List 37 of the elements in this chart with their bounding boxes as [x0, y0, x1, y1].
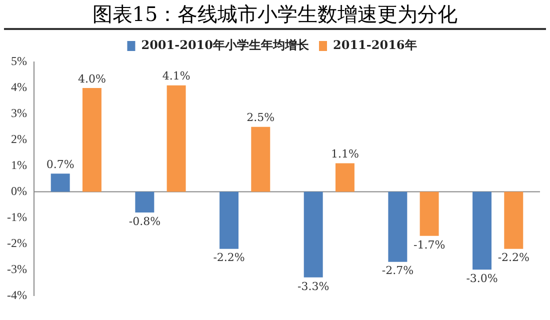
y-tick-label: 2% [10, 132, 27, 146]
bar [50, 174, 70, 192]
bar [304, 192, 323, 278]
data-label: 1.1% [331, 148, 359, 161]
legend-label: 2011-2016年 [333, 38, 417, 52]
bar [135, 192, 154, 213]
bar [335, 163, 354, 192]
legend-label: 2001-2010年小学生年均增长 [141, 38, 310, 52]
bar [420, 192, 439, 236]
data-label: -2.2% [213, 251, 245, 264]
bar [472, 192, 492, 270]
data-label: 2.5% [246, 111, 275, 124]
bar [251, 126, 270, 192]
y-tick-label: 5% [10, 54, 27, 68]
data-label: -3.3% [298, 280, 330, 293]
bar [220, 192, 239, 249]
data-label: -3.0% [466, 272, 498, 286]
y-tick-label: 4% [10, 80, 27, 94]
y-tick-label: -4% [6, 288, 27, 302]
data-label: -1.7% [413, 238, 446, 252]
y-tick-label: 3% [10, 106, 27, 120]
y-tick-label: -3% [6, 262, 27, 276]
bar [388, 192, 408, 262]
data-label: 4.1% [162, 70, 190, 83]
y-tick-label: -1% [6, 210, 27, 224]
bar [504, 192, 524, 249]
data-label: 4.0% [78, 72, 106, 86]
bar [82, 88, 102, 192]
bar [166, 85, 186, 192]
data-label: -2.7% [382, 264, 414, 278]
chart-title: 图表15：各线城市小学生数增速更为分化 [4, 0, 546, 30]
data-label: -2.2% [498, 251, 530, 264]
y-tick-label: 1% [10, 158, 27, 172]
data-label: -0.8% [128, 214, 161, 228]
data-label: 0.7% [46, 158, 74, 171]
y-tick-label: 0% [10, 184, 27, 198]
y-tick-label: -2% [6, 236, 27, 250]
